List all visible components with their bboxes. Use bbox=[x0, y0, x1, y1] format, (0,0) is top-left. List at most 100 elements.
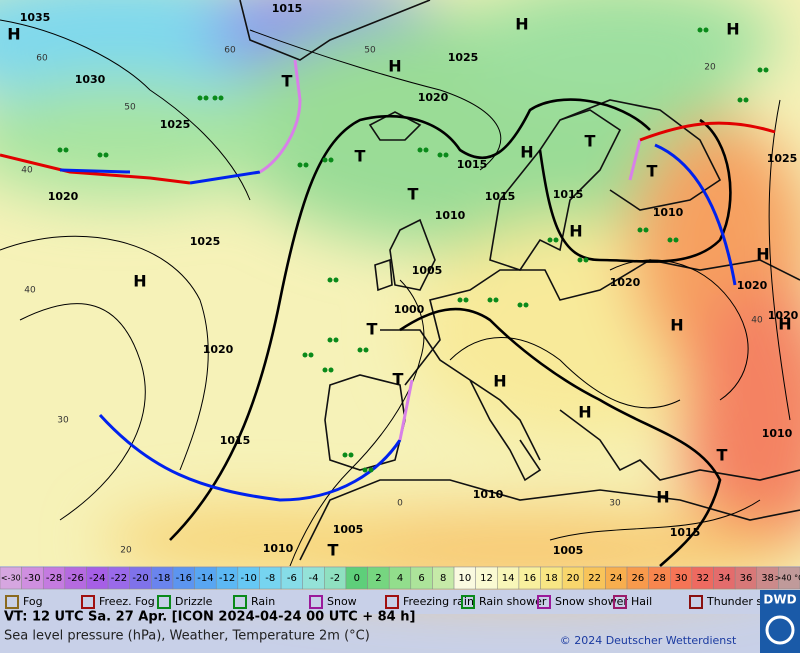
weather-symbol bbox=[333, 337, 339, 343]
weather-symbol bbox=[417, 147, 423, 153]
weather-symbol bbox=[697, 27, 703, 33]
weather-symbol bbox=[103, 152, 109, 158]
legend-icon bbox=[461, 595, 475, 609]
scale-label: 32 bbox=[696, 573, 709, 584]
isotherm-label: 30 bbox=[609, 499, 621, 509]
legend-label: Snow bbox=[327, 595, 357, 608]
isotherm-label: 60 bbox=[36, 54, 48, 64]
weather-symbol bbox=[328, 367, 334, 373]
legend-label: Freez. Fog bbox=[99, 595, 155, 608]
valid-time: VT: 12 UTC Sa. 27 Apr. [ICON 2024-04-24 … bbox=[4, 610, 415, 625]
weather-symbol bbox=[218, 95, 224, 101]
scale-label: 34 bbox=[718, 573, 731, 584]
legend-label: Rain bbox=[251, 595, 275, 608]
weather-symbol bbox=[493, 297, 499, 303]
pressure-label: 1025 bbox=[160, 118, 191, 131]
scale-label: -2 bbox=[330, 573, 340, 584]
pressure-label: 1005 bbox=[412, 264, 443, 277]
isotherm-label: 40 bbox=[21, 166, 33, 176]
pressure-center: H bbox=[7, 25, 20, 44]
pressure-label: 1015 bbox=[272, 2, 303, 15]
pressure-label: 1020 bbox=[610, 276, 641, 289]
isotherm-label: 50 bbox=[364, 46, 376, 56]
scale-label: -8 bbox=[265, 573, 275, 584]
pressure-label: 1005 bbox=[333, 523, 364, 536]
scale-label: 12 bbox=[480, 573, 493, 584]
legend-icon bbox=[233, 595, 247, 609]
scale-label: 20 bbox=[567, 573, 580, 584]
pressure-label: 1035 bbox=[20, 11, 51, 24]
weather-symbol bbox=[637, 227, 643, 233]
weather-symbol bbox=[583, 257, 589, 263]
pressure-label: 1015 bbox=[485, 190, 516, 203]
weather-symbol bbox=[757, 67, 763, 73]
weather-symbol bbox=[63, 147, 69, 153]
scale-label: 2 bbox=[375, 573, 381, 584]
weather-symbol bbox=[737, 97, 743, 103]
isotherm-label: 60 bbox=[224, 46, 236, 56]
scale-label: -24 bbox=[89, 573, 105, 584]
weather-symbol bbox=[523, 302, 529, 308]
scale-label: 36 bbox=[740, 573, 753, 584]
pressure-label: 1020 bbox=[418, 91, 449, 104]
isotherm-label: 40 bbox=[751, 316, 763, 326]
weather-symbol bbox=[423, 147, 429, 153]
weather-symbol bbox=[327, 277, 333, 283]
weather-symbol bbox=[322, 367, 328, 373]
legend-icon bbox=[81, 595, 95, 609]
scale-label: -12 bbox=[219, 573, 235, 584]
scale-label: -14 bbox=[197, 573, 213, 584]
pressure-center: T bbox=[393, 370, 404, 389]
legend-icon bbox=[157, 595, 171, 609]
isotherm-label: 50 bbox=[124, 103, 136, 113]
weather-symbol bbox=[308, 352, 314, 358]
weather-symbol bbox=[303, 162, 309, 168]
logo-emblem bbox=[765, 615, 795, 645]
weather-symbol bbox=[97, 152, 103, 158]
weather-symbol bbox=[437, 152, 443, 158]
scale-label: 6 bbox=[418, 573, 424, 584]
scale-label: -10 bbox=[240, 573, 256, 584]
scale-label: 18 bbox=[545, 573, 558, 584]
pressure-center: H bbox=[569, 222, 582, 241]
pressure-label: 1020 bbox=[737, 279, 768, 292]
isotherm-label: 30 bbox=[57, 416, 69, 426]
pressure-center: H bbox=[133, 272, 146, 291]
scale-label: 28 bbox=[653, 573, 666, 584]
pressure-center: H bbox=[578, 403, 591, 422]
coastlines bbox=[239, 0, 800, 561]
pressure-center: H bbox=[493, 372, 506, 391]
legend-icon bbox=[689, 595, 703, 609]
legend-label: Rain shower bbox=[479, 595, 547, 608]
pressure-label: 1015 bbox=[220, 434, 251, 447]
scale-label: 0 bbox=[354, 573, 360, 584]
weather-symbol bbox=[302, 352, 308, 358]
weather-symbol bbox=[368, 467, 374, 473]
weather-symbol bbox=[322, 157, 328, 163]
scale-label: 30 bbox=[675, 573, 688, 584]
scale-label: 24 bbox=[610, 573, 623, 584]
scale-label: -28 bbox=[46, 573, 62, 584]
pressure-label: 1020 bbox=[768, 309, 799, 322]
pressure-label: 1025 bbox=[767, 152, 798, 165]
pressure-label: 1015 bbox=[553, 188, 584, 201]
isotherm-label: 0 bbox=[397, 499, 403, 509]
legend-label: Hail bbox=[631, 595, 652, 608]
copyright: © 2024 Deutscher Wetterdienst bbox=[560, 634, 737, 647]
weather-symbol bbox=[297, 162, 303, 168]
weather-symbol bbox=[203, 95, 209, 101]
weather-symbol bbox=[212, 95, 218, 101]
pressure-center: T bbox=[367, 320, 378, 339]
weather-symbol bbox=[443, 152, 449, 158]
weather-symbol bbox=[357, 347, 363, 353]
pressure-center: T bbox=[717, 446, 728, 465]
weather-symbol bbox=[667, 237, 673, 243]
pressure-label: 1015 bbox=[670, 526, 701, 539]
pressure-center: T bbox=[355, 147, 366, 166]
weather-symbol bbox=[457, 297, 463, 303]
pressure-label: 1010 bbox=[435, 209, 466, 222]
isotherm-label: 20 bbox=[704, 63, 716, 73]
legend-bar bbox=[0, 590, 760, 614]
